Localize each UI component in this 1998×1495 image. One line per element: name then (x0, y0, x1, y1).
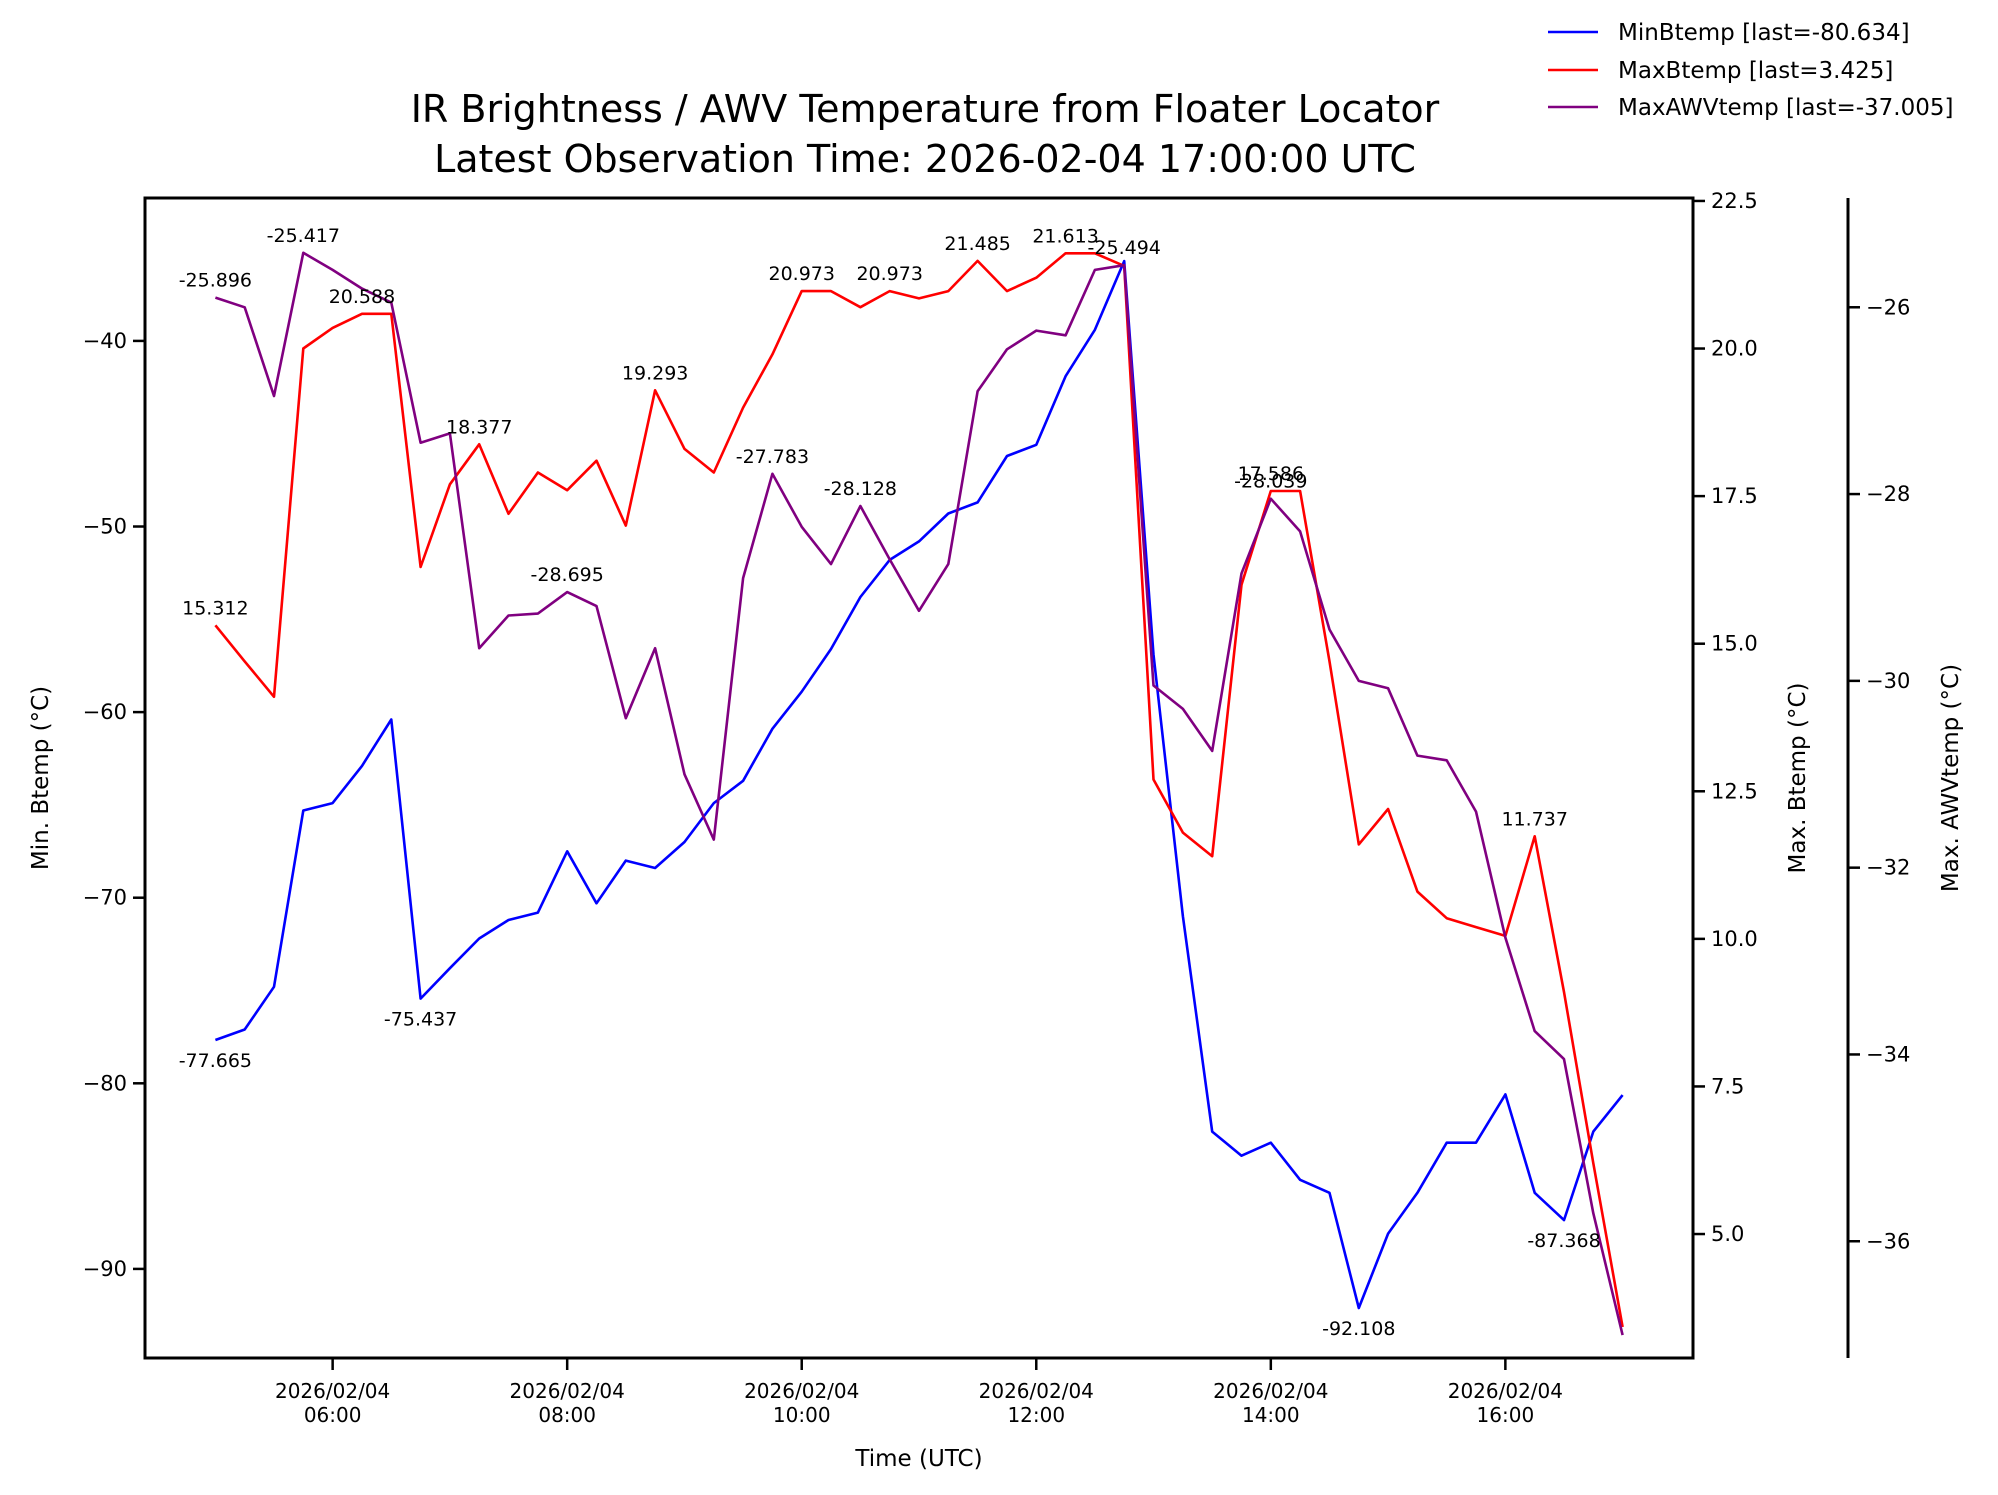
data-label-maxawvtemp: -28.128 (824, 478, 897, 500)
x-tick-label-time: 10:00 (773, 1403, 831, 1427)
data-label-maxbtemp: 20.973 (856, 263, 922, 285)
y-tick-label: −32 (1866, 856, 1910, 880)
x-tick-label-time: 08:00 (538, 1403, 596, 1427)
data-label-maxawvtemp: -25.896 (179, 270, 252, 292)
series-line-maxawvtemp (214, 251, 1624, 1336)
y-tick-label: −28 (1866, 482, 1910, 506)
x-tick-label-date: 2026/02/04 (744, 1379, 859, 1403)
plot-area-frame (143, 196, 1695, 1360)
y-tick-label: 15.0 (1711, 632, 1758, 656)
data-label-maxbtemp: 19.293 (622, 362, 688, 384)
legend-label-maxbtemp: MaxBtemp [last=3.425] (1618, 58, 1893, 84)
legend-label-maxawvtemp: MaxAWVtemp [last=-37.005] (1618, 95, 1953, 121)
data-label-maxbtemp: 17.586 (1238, 463, 1304, 485)
x-tick-label-date: 2026/02/04 (275, 1379, 390, 1403)
y-tick-label: 7.5 (1711, 1074, 1744, 1098)
data-label-maxbtemp: 21.485 (944, 233, 1010, 255)
y-tick-label: 22.5 (1711, 189, 1758, 213)
x-tick-label-date: 2026/02/04 (1448, 1379, 1563, 1403)
x-axis-label: Time (UTC) (854, 1446, 982, 1472)
data-label-minbtemp: -77.665 (179, 1050, 252, 1072)
x-tick-label-date: 2026/02/04 (1213, 1379, 1328, 1403)
right2-axis-label: Max. AWVtemp (°C) (1938, 664, 1964, 892)
chart-subtitle: Latest Observation Time: 2026-02-04 17:0… (434, 137, 1416, 181)
y-tick-label: −80 (83, 1071, 127, 1095)
series-layer (214, 251, 1624, 1336)
y-tick-label: −36 (1866, 1229, 1910, 1253)
y-tick-label: −34 (1866, 1042, 1910, 1066)
y-tick-label: 10.0 (1711, 927, 1758, 951)
y-tick-label: −30 (1866, 669, 1910, 693)
left-axis-label: Min. Btemp (°C) (28, 686, 54, 870)
data-label-maxbtemp: 11.737 (1501, 808, 1567, 830)
x-tick-label-date: 2026/02/04 (510, 1379, 625, 1403)
data-label-maxbtemp: 21.613 (1032, 225, 1098, 247)
data-label-layer: -77.665 -75.437 -92.108 -87.368 15.312 20.588… (179, 225, 1601, 1340)
y-tick-label: −40 (83, 329, 127, 353)
y-tick-label: 12.5 (1711, 779, 1758, 803)
right1-axis-label: Max. Btemp (°C) (1785, 683, 1811, 874)
right-y-axis-max-btemp: 5.0 7.5 10.0 12.5 15.0 17.5 20.0 22.5 (1693, 189, 1758, 1246)
x-tick-label-time: 06:00 (304, 1403, 362, 1427)
data-label-maxawvtemp: -25.494 (1088, 237, 1161, 259)
legend: MinBtemp [last=-80.634] MaxBtemp [last=3… (1548, 20, 1953, 121)
series-line-minbtemp (214, 259, 1624, 1310)
y-tick-label: −70 (83, 886, 127, 910)
data-label-maxbtemp: 15.312 (182, 597, 248, 619)
x-tick-label-date: 2026/02/04 (979, 1379, 1094, 1403)
series-line-maxbtemp (214, 252, 1624, 1328)
data-label-maxawvtemp: -25.417 (267, 225, 340, 247)
data-label-maxbtemp: 20.588 (329, 286, 395, 308)
data-label-maxawvtemp: -27.783 (736, 446, 809, 468)
data-label-minbtemp: -75.437 (384, 1009, 457, 1031)
legend-label-minbtemp: MinBtemp [last=-80.634] (1618, 20, 1910, 46)
x-tick-label-time: 16:00 (1477, 1403, 1535, 1427)
chart-title: IR Brightness / AWV Temperature from Flo… (411, 87, 1440, 131)
data-label-minbtemp: -87.368 (1527, 1230, 1600, 1252)
y-tick-label: 17.5 (1711, 484, 1758, 508)
y-tick-label: −60 (83, 700, 127, 724)
left-y-axis: −40 −50 −60 −70 −80 −90 (83, 329, 145, 1281)
y-tick-label: 20.0 (1711, 337, 1758, 361)
x-axis: 2026/02/0406:002026/02/0408:002026/02/04… (275, 1358, 1563, 1427)
data-label-maxawvtemp: -28.695 (531, 564, 604, 586)
data-label-maxawvtemp: -28.039 (1234, 471, 1307, 493)
data-label-maxbtemp: 18.377 (446, 416, 512, 438)
y-tick-label: −26 (1866, 295, 1910, 319)
y-tick-label: −90 (83, 1257, 127, 1281)
y-tick-label: 5.0 (1711, 1222, 1744, 1246)
right-y-axis-max-awvtemp: −26 −28 −30 −32 −34 −36 (1848, 295, 1910, 1253)
x-tick-label-time: 12:00 (1007, 1403, 1065, 1427)
x-tick-label-time: 14:00 (1242, 1403, 1300, 1427)
y-tick-label: −50 (83, 515, 127, 539)
data-label-minbtemp: -92.108 (1322, 1318, 1395, 1340)
data-label-maxbtemp: 20.973 (768, 263, 834, 285)
